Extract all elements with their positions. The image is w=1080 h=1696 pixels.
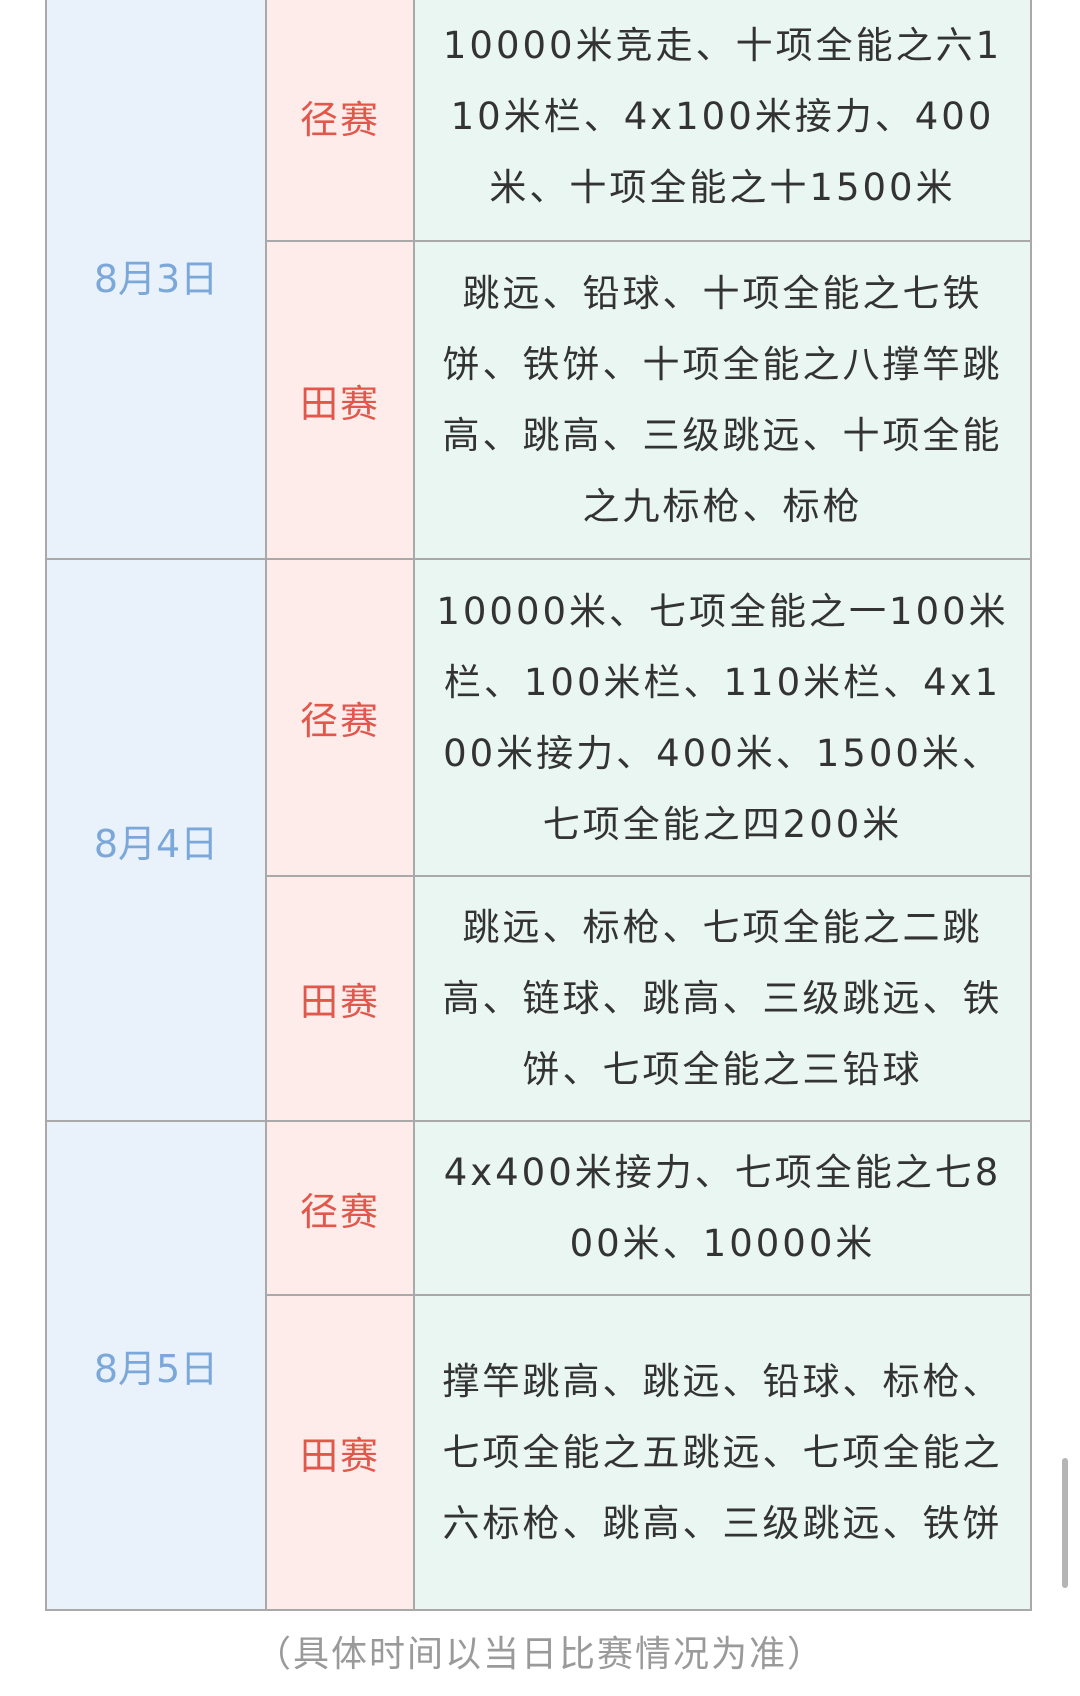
event-type-cell: 径赛 [265, 0, 415, 242]
event-list-cell: 10000米、七项全能之一100米栏、100米栏、110米栏、4x100米接力、… [413, 558, 1032, 877]
event-list-cell: 跳远、标枪、七项全能之二跳高、链球、跳高、三级跳远、铁饼、七项全能之三铅球 [413, 875, 1032, 1122]
event-type-cell: 径赛 [265, 1120, 415, 1296]
date-cell: 8月3日 [45, 0, 267, 560]
footer-note: （具体时间以当日比赛情况为准） [254, 1634, 825, 1675]
event-list-cell: 4x400米接力、七项全能之七800米、10000米 [413, 1120, 1032, 1296]
date-cell: 8月4日 [45, 558, 267, 1122]
event-list-cell: 撑竿跳高、跳远、铅球、标枪、七项全能之五跳远、七项全能之六标枪、跳高、三级跳远、… [413, 1294, 1032, 1611]
date-cell: 8月5日 [45, 1120, 267, 1611]
event-list-cell: 跳远、铅球、十项全能之七铁饼、铁饼、十项全能之八撑竿跳高、跳高、三级跳远、十项全… [413, 240, 1032, 560]
scrollbar[interactable] [1062, 1458, 1068, 1588]
event-list-cell: 10000米竞走、十项全能之六110米栏、4x100米接力、400米、十项全能之… [413, 0, 1032, 242]
event-type-cell: 田赛 [265, 875, 415, 1122]
event-type-cell: 田赛 [265, 240, 415, 560]
event-type-cell: 径赛 [265, 558, 415, 877]
event-type-cell: 田赛 [265, 1294, 415, 1611]
